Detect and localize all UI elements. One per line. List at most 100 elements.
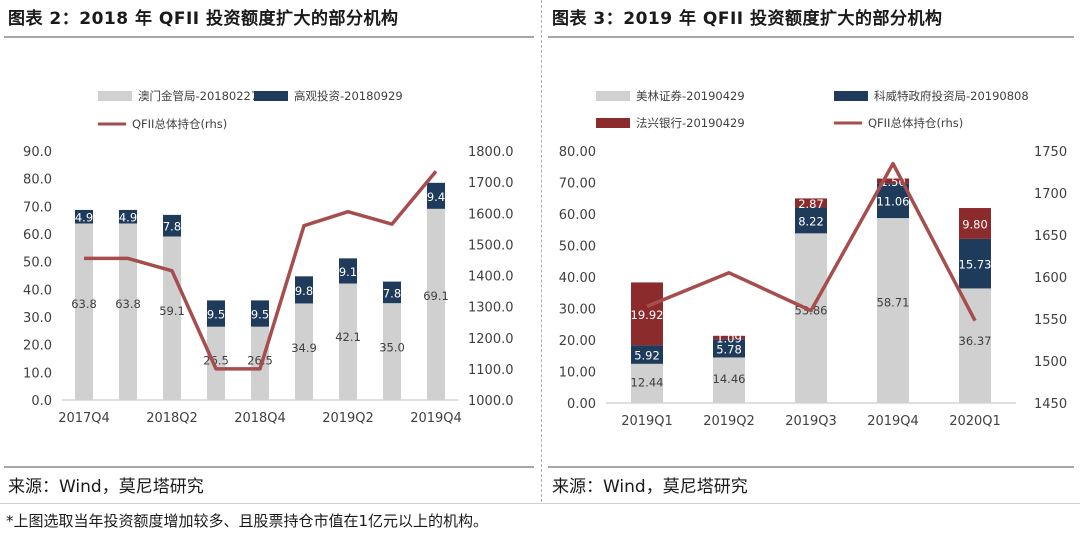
y2-tick-label: 1550 [1034, 313, 1067, 328]
y-tick-label: 80.0 [23, 173, 52, 188]
bar-1 [383, 281, 401, 304]
bar-1 [119, 209, 137, 224]
legend-label-2: 法兴银行-20190429 [636, 116, 745, 130]
bar-2 [959, 208, 991, 239]
data-label: 2.87 [798, 197, 824, 211]
x-tick-label: 2019Q4 [410, 411, 462, 426]
y-tick-label: 80.00 [559, 145, 596, 160]
x-tick-label: 2018Q2 [146, 411, 198, 426]
y2-tick-label: 1500.0 [468, 238, 514, 253]
data-label: 9.8 [295, 284, 313, 298]
data-label: 42.1 [335, 330, 361, 344]
y-tick-label: 70.00 [559, 177, 596, 192]
y2-tick-label: 1650 [1034, 229, 1067, 244]
legend-swatch-1 [834, 91, 868, 101]
chart-panel-2019: 图表 3：2019 年 QFII 投资额度扩大的部分机构 美林证券-201904… [544, 0, 1080, 502]
bar-1 [631, 345, 663, 364]
y-tick-label: 0.00 [567, 397, 596, 412]
data-label: 26.5 [247, 354, 273, 368]
y-tick-label: 50.0 [23, 256, 52, 271]
chart-title: 图表 2：2018 年 QFII 投资额度扩大的部分机构 [8, 9, 399, 29]
data-label: 15.73 [959, 258, 992, 272]
bar-1 [295, 276, 313, 304]
y-tick-label: 60.00 [559, 208, 596, 223]
data-label: 4.9 [75, 211, 93, 225]
y2-tick-label: 1700 [1034, 187, 1067, 202]
data-label: 34.9 [291, 341, 317, 355]
y-tick-label: 40.0 [23, 283, 52, 298]
bar-0 [339, 283, 357, 400]
legend-swatch-0 [596, 91, 630, 101]
y-tick-label: 70.0 [23, 200, 52, 215]
y-tick-label: 90.0 [23, 145, 52, 160]
legend-label-line: QFII总体持仓(rhs) [132, 117, 227, 131]
data-label: 19.92 [631, 308, 664, 322]
legend-label-0: 美林证券-20190429 [636, 89, 745, 103]
bar-0 [383, 303, 401, 400]
y2-tick-label: 1300.0 [468, 301, 514, 316]
panel-divider [541, 0, 542, 502]
data-label: 9.1 [339, 265, 357, 279]
y2-tick-label: 1400.0 [468, 270, 514, 285]
data-label: 58.71 [877, 295, 910, 309]
y-tick-label: 10.00 [559, 366, 596, 381]
bar-1 [427, 182, 445, 209]
data-label: 1.09 [716, 332, 742, 346]
chart-title: 图表 3：2019 年 QFII 投资额度扩大的部分机构 [552, 9, 943, 29]
y2-tick-label: 1450 [1034, 397, 1067, 412]
x-tick-label: 2020Q1 [949, 414, 1001, 428]
y-tick-label: 50.00 [559, 240, 596, 255]
bar-0 [713, 357, 745, 403]
y2-tick-label: 1000.0 [468, 394, 514, 409]
bar-0 [207, 326, 225, 400]
bar-1 [339, 258, 357, 284]
bar-0 [295, 303, 313, 400]
y2-tick-label: 1600.0 [468, 207, 514, 222]
y-tick-label: 40.00 [559, 271, 596, 286]
x-tick-label: 2019Q2 [322, 411, 374, 426]
bar-1 [713, 339, 745, 358]
data-label: 9.5 [251, 308, 269, 322]
bar-0 [119, 223, 137, 400]
y2-tick-label: 1700.0 [468, 176, 514, 191]
qfii-holding-line [646, 161, 977, 322]
y2-tick-label: 1600 [1034, 271, 1067, 286]
data-label: 69.1 [423, 289, 449, 303]
y-tick-label: 30.0 [23, 311, 52, 326]
y2-tick-label: 1200.0 [468, 332, 514, 347]
data-label: 63.8 [71, 297, 97, 311]
x-tick-label: 2017Q4 [58, 411, 110, 426]
title-divider [4, 36, 534, 38]
bar-0 [795, 233, 827, 403]
data-label: 5.78 [716, 342, 742, 356]
y-tick-label: 0.0 [31, 394, 52, 409]
data-label: 35.0 [379, 341, 405, 355]
y2-tick-label: 1800.0 [468, 145, 514, 160]
legend-label-0: 澳门金管局-20180227 [138, 89, 258, 103]
source-note: 来源：Wind，莫尼塔研究 [552, 477, 748, 497]
y-tick-label: 30.00 [559, 303, 596, 318]
title-divider [548, 36, 1074, 38]
bar-0 [75, 223, 93, 400]
data-label: 36.37 [959, 334, 992, 348]
data-label: 59.1 [159, 304, 185, 318]
data-label: 9.80 [962, 217, 988, 231]
y-tick-label: 20.0 [23, 339, 52, 354]
source-divider [4, 466, 534, 468]
bar-0 [163, 236, 181, 400]
data-label: 9.5 [207, 308, 225, 322]
y2-tick-label: 1100.0 [468, 363, 514, 378]
data-label: 9.4 [427, 190, 445, 204]
bar-2 [631, 282, 663, 346]
data-label: 8.22 [798, 214, 824, 228]
y2-tick-label: 1500 [1034, 355, 1067, 370]
chart-2018-qfii: 澳门金管局-20180227 高观投资-20180929 QFII总体持仓(rhs)… [23, 89, 514, 426]
data-label: 11.06 [877, 195, 910, 209]
chart-panel-2018: 图表 2：2018 年 QFII 投资额度扩大的部分机构 澳门金管局-20180… [0, 0, 540, 502]
qfii-holding-line [84, 170, 438, 371]
footnote: *上图选取当年投资额度增加较多、且股票持仓市值在1亿元以上的机构。 [6, 512, 489, 530]
chart-2019-qfii: 美林证券-20190429 科威特政府投资局-20190808 法兴银行-20190… [559, 89, 1067, 428]
legend-label-1: 科威特政府投资局-20190808 [874, 89, 1029, 103]
legend-label-line: QFII总体持仓(rhs) [868, 116, 963, 130]
bar-0 [877, 218, 909, 403]
